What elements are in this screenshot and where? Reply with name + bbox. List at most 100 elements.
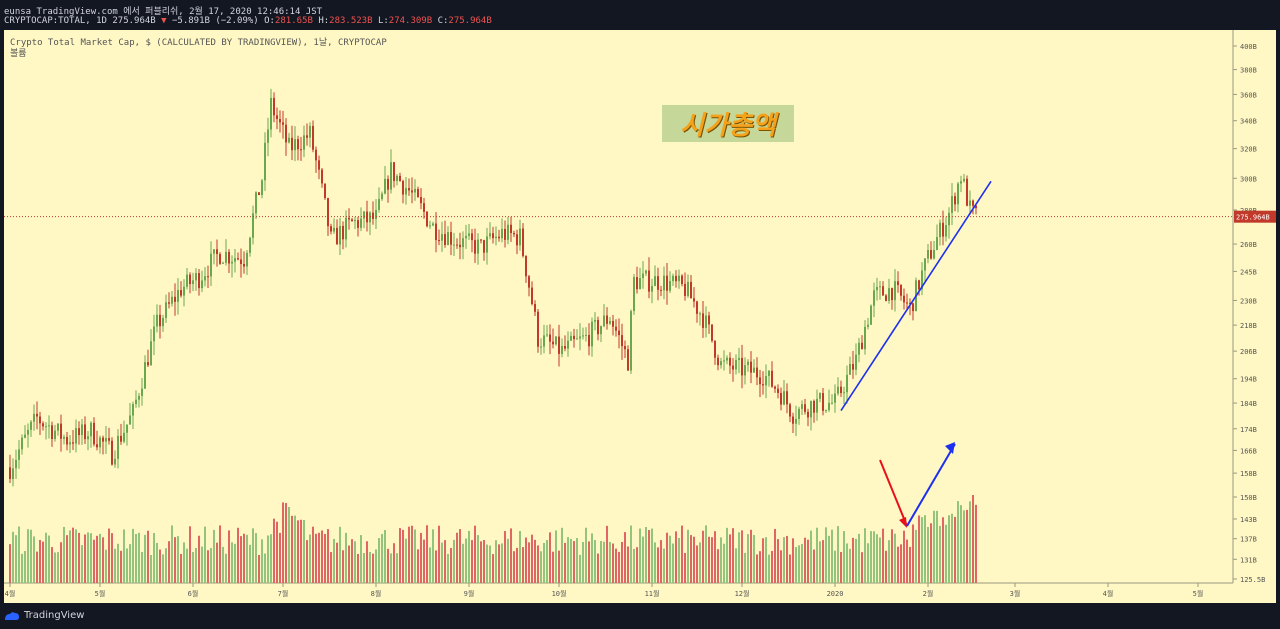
volume-bar: [162, 554, 164, 583]
volume-bar: [210, 548, 212, 583]
volume-bar: [156, 542, 158, 583]
candle-body: [210, 253, 212, 277]
volume-bar: [858, 533, 860, 583]
volume-bar: [279, 532, 281, 583]
candle-body: [111, 440, 113, 465]
volume-bar: [477, 535, 479, 583]
y-tick-label: 131B: [1240, 556, 1257, 564]
volume-bar: [12, 531, 14, 583]
volume-bar: [576, 538, 578, 583]
candle-body: [99, 437, 101, 448]
candle-body: [684, 283, 686, 296]
volume-bar: [90, 533, 92, 583]
volume-bar: [237, 527, 239, 583]
volume-bar: [207, 550, 209, 583]
candle-body: [93, 422, 95, 445]
candle-body: [846, 374, 848, 393]
candle-body: [426, 211, 428, 227]
candle-body: [930, 250, 932, 259]
candle-body: [885, 295, 887, 301]
candle-body: [429, 225, 431, 227]
volume-bar: [729, 534, 731, 583]
candle-body: [516, 234, 518, 246]
candle-body: [879, 286, 881, 288]
volume-bar: [126, 548, 128, 583]
volume-bar: [459, 529, 461, 583]
x-tick-label: 4월: [5, 589, 16, 598]
candle-body: [648, 270, 650, 292]
volume-bar: [138, 532, 140, 583]
candle-body: [639, 278, 641, 290]
volume-bar: [693, 536, 695, 583]
volume-bar: [960, 505, 962, 583]
candle-body: [321, 169, 323, 184]
volume-bar: [42, 541, 44, 583]
candle-body: [312, 125, 314, 150]
volume-bar: [942, 517, 944, 583]
volume-bar: [696, 545, 698, 583]
chart-area[interactable]: 400B380B360B340B320B300B280B260B245B230B…: [4, 30, 1276, 603]
volume-bar: [21, 553, 23, 583]
volume-bar: [384, 529, 386, 583]
candle-body: [951, 196, 953, 213]
candle-body: [372, 212, 374, 219]
volume-bar: [714, 531, 716, 583]
volume-bar: [189, 526, 191, 583]
volume-bar: [528, 542, 530, 583]
y-tick-label: 300B: [1240, 175, 1257, 183]
candle-body: [303, 135, 305, 150]
price-chart[interactable]: 400B380B360B340B320B300B280B260B245B230B…: [4, 30, 1276, 603]
chart-header: eunsa TradingView.com 에서 퍼블리쉬, 2월 17, 20…: [0, 0, 1280, 30]
volume-bar: [393, 543, 395, 583]
volume-bar: [168, 541, 170, 583]
volume-bar: [873, 531, 875, 583]
volume-down-arrow: [879, 459, 908, 527]
volume-bar: [342, 550, 344, 583]
candle-body: [405, 188, 407, 195]
volume-bar: [93, 539, 95, 583]
candle-body: [300, 149, 302, 151]
candle-body: [552, 341, 554, 345]
footer-bar: TradingView: [0, 603, 1280, 629]
volume-bar: [609, 541, 611, 583]
volume-bar: [801, 543, 803, 583]
candle-body: [15, 459, 17, 469]
volume-bar: [414, 529, 416, 583]
volume-bar: [363, 552, 365, 583]
volume-bar: [57, 552, 59, 583]
footer-brand[interactable]: TradingView: [24, 610, 85, 621]
candle-body: [753, 367, 755, 373]
volume-bar: [504, 531, 506, 583]
candle-body: [90, 422, 92, 437]
volume-bar: [579, 554, 581, 583]
volume-bar: [567, 537, 569, 583]
volume-bar: [849, 548, 851, 583]
candle-body: [144, 362, 146, 389]
volume-bar: [618, 551, 620, 583]
candle-body: [117, 435, 119, 459]
volume-bar: [201, 546, 203, 583]
candle-body: [615, 326, 617, 331]
volume-bar: [177, 536, 179, 583]
candle-body: [588, 334, 590, 347]
candle-body: [243, 264, 245, 267]
candle-body: [927, 250, 929, 259]
volume-bar: [597, 553, 599, 583]
candle-body: [780, 392, 782, 405]
candle-body: [252, 213, 254, 238]
volume-bar: [255, 533, 257, 583]
candle-body: [363, 211, 365, 219]
volume-bar: [81, 545, 83, 583]
volume-bar: [381, 534, 383, 583]
volume-bar: [903, 530, 905, 583]
candle-body: [813, 400, 815, 413]
x-tick-label: 10월: [552, 589, 567, 598]
volume-bar: [885, 550, 887, 583]
candle-body: [795, 418, 797, 424]
y-tick-label: 218B: [1240, 322, 1257, 330]
symbol-label: CRYPTOCAP:TOTAL, 1D: [4, 16, 107, 26]
volume-bar: [243, 533, 245, 583]
candle-body: [546, 334, 548, 336]
candle-body: [468, 233, 470, 236]
volume-bar: [315, 533, 317, 583]
